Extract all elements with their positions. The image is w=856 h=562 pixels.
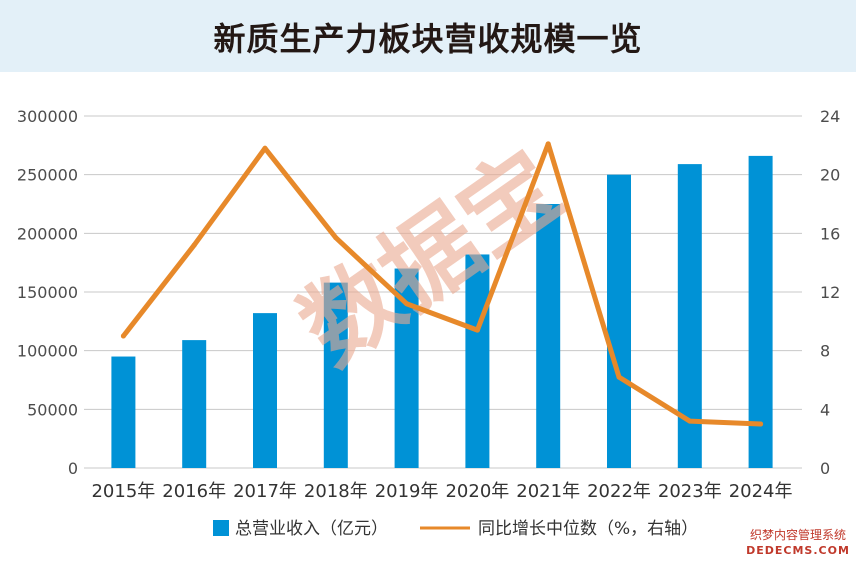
x-tick-label: 2024年 [729, 481, 793, 502]
watermark-line1: 织梦内容管理系统 [749, 528, 846, 542]
bar [607, 174, 631, 468]
line-point [758, 421, 764, 427]
chart-title: 新质生产力板块营收规模一览 [213, 20, 643, 58]
stamp-text: 数据宝 [281, 130, 581, 387]
bar [111, 356, 136, 468]
x-tick-label: 2018年 [304, 481, 368, 502]
line-point [333, 235, 339, 241]
line-point [191, 242, 197, 248]
y-right-tick-label: 24 [820, 107, 840, 126]
bar [748, 155, 773, 469]
x-tick-label: 2019年 [375, 481, 439, 502]
x-tick-label: 2017年 [233, 481, 297, 502]
y-left-tick-label: 50000 [27, 400, 78, 419]
y-left-tick-label: 250000 [17, 166, 78, 185]
watermark: 织梦内容管理系统 DEDECMS.COM [740, 528, 856, 558]
watermark-line2: DEDECMS.COM [746, 544, 850, 557]
y-left-tick-label: 200000 [17, 224, 78, 243]
legend-line-label: 同比增长中位数（%，右轴） [478, 519, 698, 539]
y-right-tick-label: 12 [820, 283, 840, 302]
legend-bar-label: 总营业收入（亿元） [235, 519, 388, 539]
line-point [404, 301, 410, 307]
line-point [474, 327, 480, 333]
y-left-tick-label: 100000 [17, 342, 78, 361]
legend: 总营业收入（亿元） 同比增长中位数（%，右轴） [213, 519, 698, 539]
x-tick-label: 2021年 [516, 481, 580, 502]
x-tick-label: 2015年 [91, 481, 155, 502]
bar [536, 204, 561, 468]
y-right-tick-label: 16 [820, 224, 840, 243]
bar [465, 254, 490, 468]
title-bar [0, 0, 856, 72]
line-point [616, 374, 622, 380]
line-point [545, 141, 551, 147]
y-left-tick-label: 300000 [17, 107, 78, 126]
line-point [120, 333, 126, 339]
x-tick-label: 2022年 [587, 481, 651, 502]
y-right-tick-label: 20 [820, 166, 840, 185]
line-series [120, 141, 764, 427]
y-right-tick-label: 8 [820, 342, 830, 361]
line-point [687, 418, 693, 424]
y-right-tick-label: 0 [820, 459, 830, 478]
x-tick-label: 2023年 [658, 481, 722, 502]
x-tick-label: 2016年 [162, 481, 226, 502]
bar [323, 282, 348, 468]
x-tick-label: 2020年 [445, 481, 509, 502]
bar [182, 340, 207, 468]
line-point [262, 145, 268, 151]
legend-bar-swatch [213, 520, 229, 536]
bar [253, 313, 277, 468]
y-left-tick-label: 150000 [17, 283, 78, 302]
y-left-tick-label: 0 [68, 459, 78, 478]
y-right-tick-label: 4 [820, 400, 830, 419]
